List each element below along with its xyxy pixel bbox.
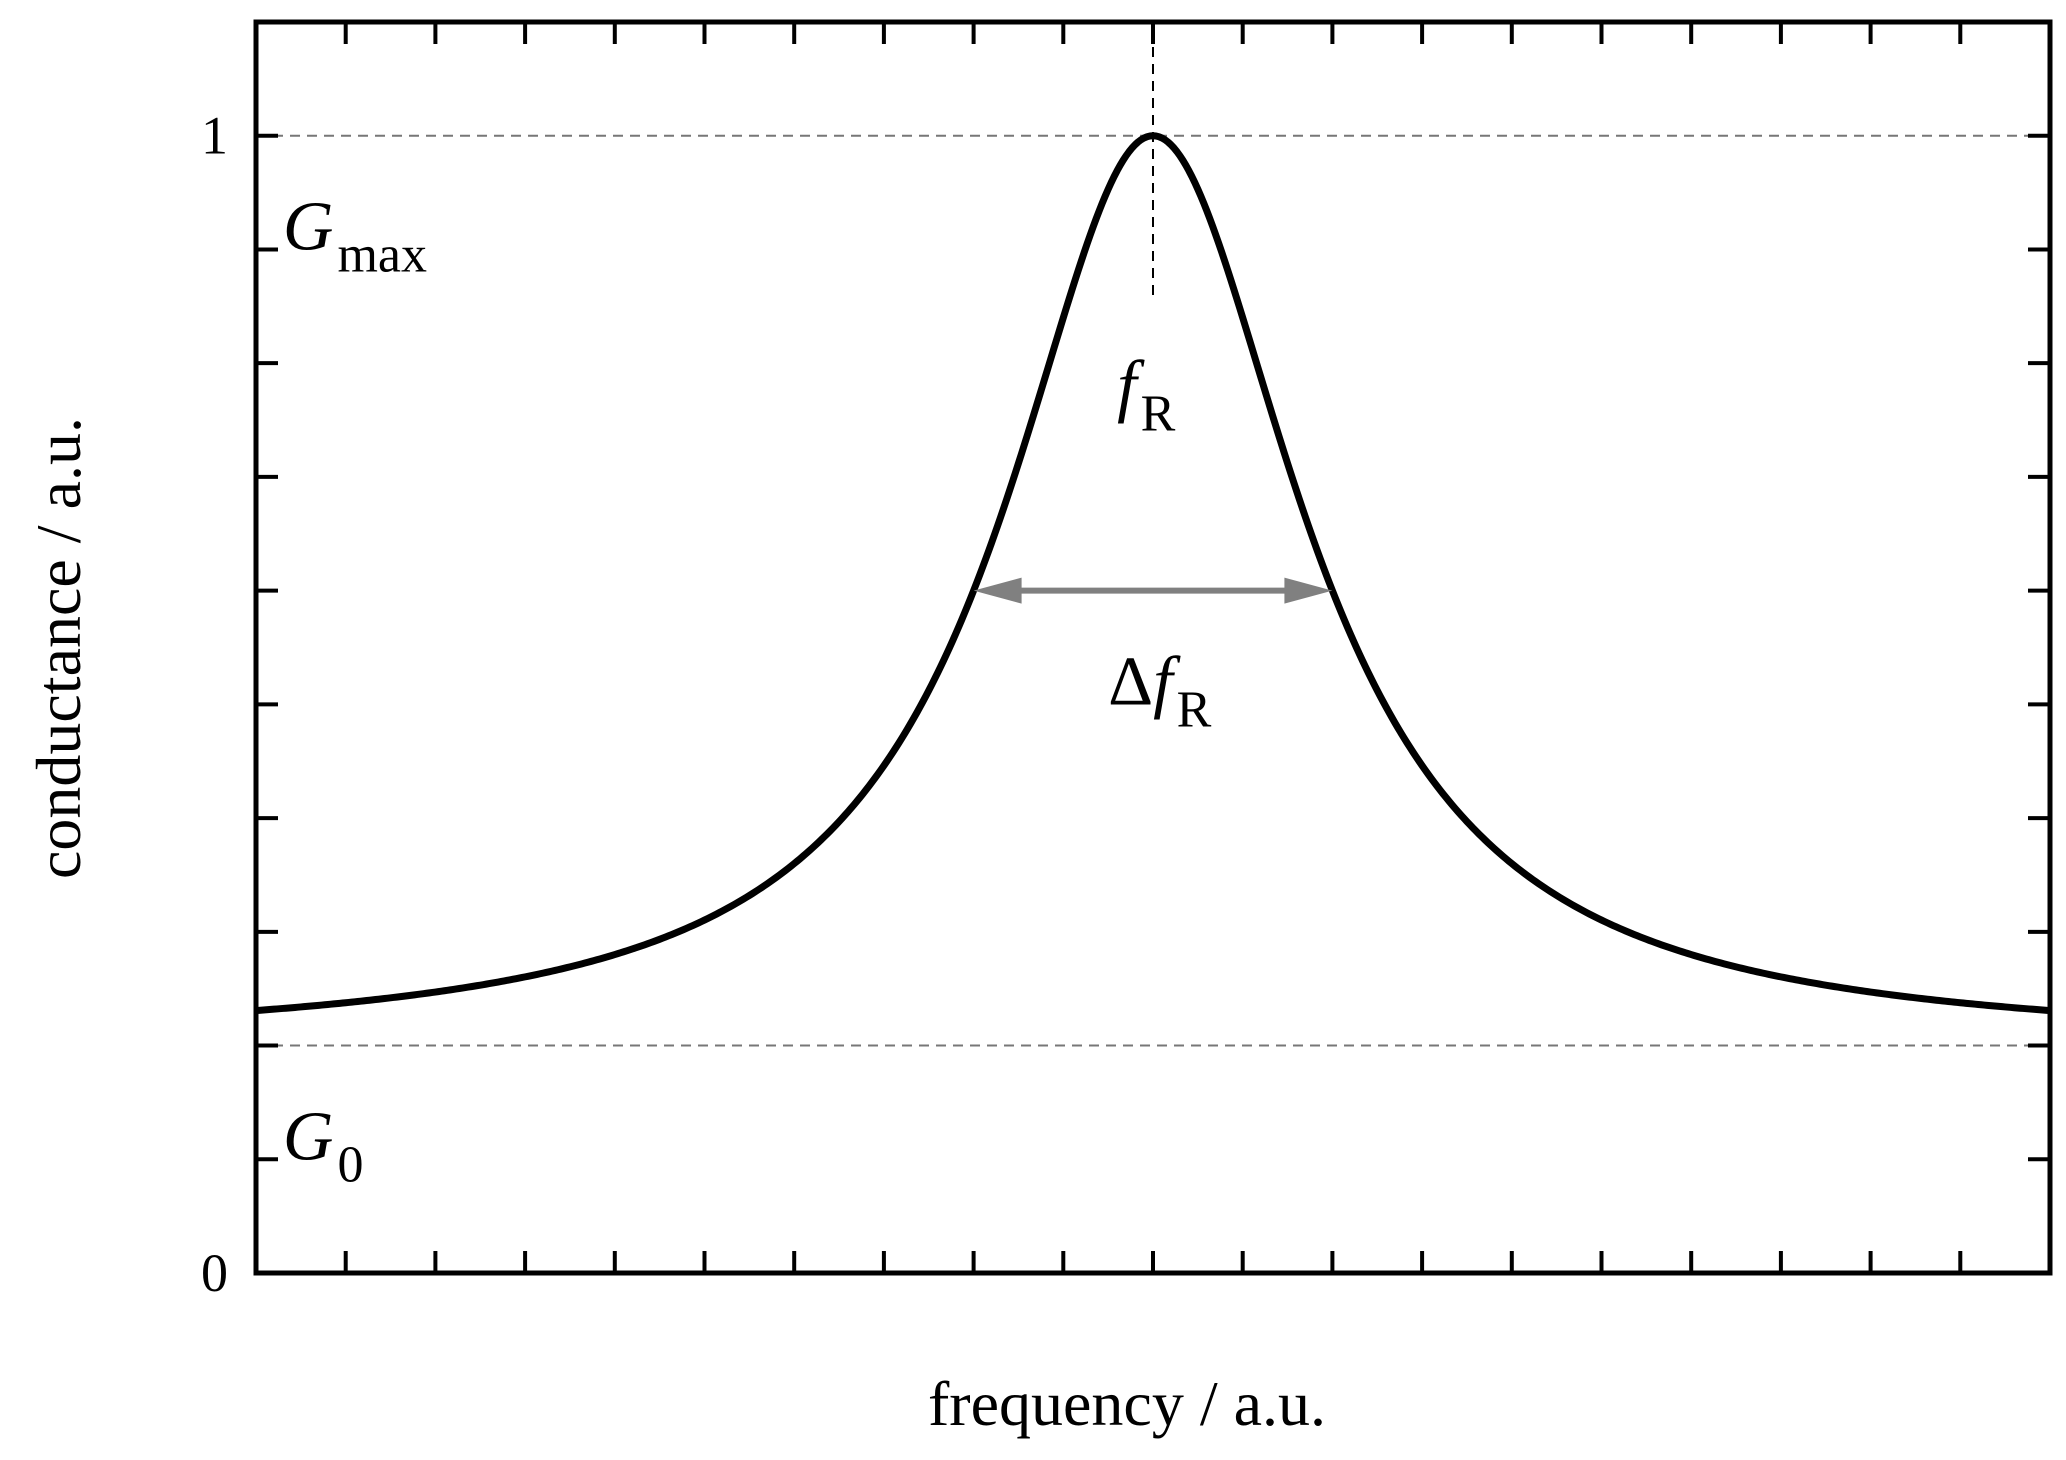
series-line-0 [255, 132, 2051, 1015]
annotation-g0: G0 [283, 1098, 364, 1193]
y-tick-labels: 01 [201, 106, 228, 1303]
annotation-g0-main: G [283, 1098, 334, 1175]
annotation-dfr-sub: R [1177, 681, 1212, 738]
plot-frame [253, 19, 2053, 1276]
annotation-gmax-sub: max [337, 226, 427, 283]
curve-layer [255, 132, 2051, 1015]
width-arrow-layer [973, 577, 1333, 604]
annotation-fr-sub: R [1141, 386, 1176, 443]
width-arrow-head-left [973, 577, 1022, 604]
width-arrow-head-right [1284, 577, 1333, 604]
reference-lines [256, 22, 2050, 1047]
y-axis-label: conductance / a.u. [23, 417, 94, 879]
annotation-fr: fR [1117, 348, 1175, 443]
y-tick-label: 0 [201, 1243, 228, 1303]
annotation-g0-sub: 0 [337, 1136, 363, 1193]
axis-ticks [254, 20, 2052, 1275]
annotation-gmax: Gmax [283, 188, 427, 283]
x-axis-label: frequency / a.u. [928, 1368, 1326, 1439]
annotation-dfr-delta: Δ [1108, 643, 1153, 720]
annotation-gmax-main: G [283, 188, 334, 265]
annotation-dfr: ΔfR [1108, 643, 1211, 738]
y-tick-label: 1 [201, 106, 228, 166]
